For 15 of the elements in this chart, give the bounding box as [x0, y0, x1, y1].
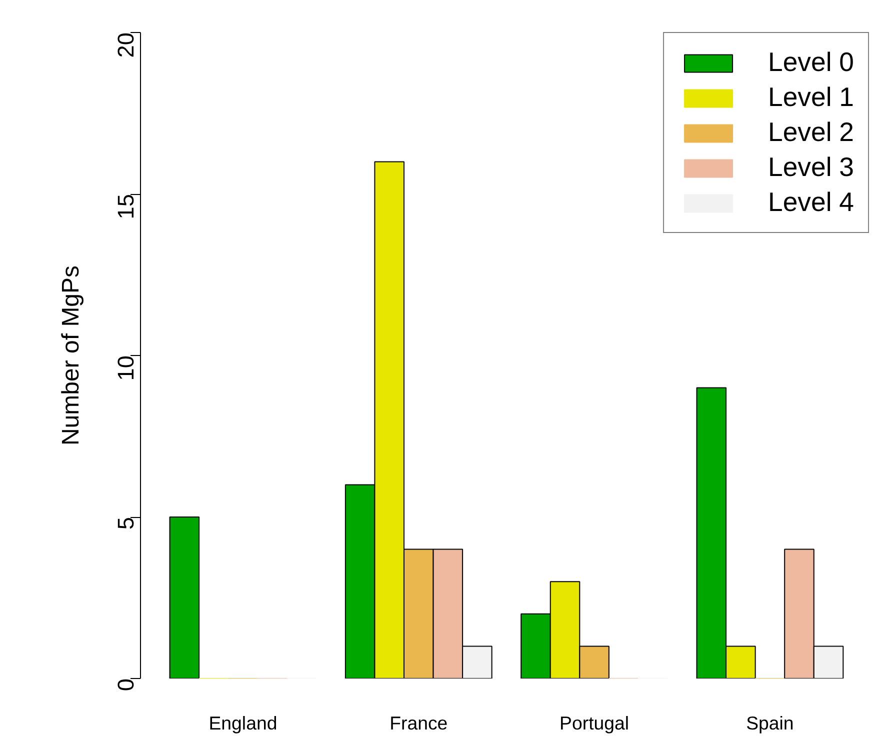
y-tick-label: 0 — [112, 678, 138, 692]
y-tick-label: 15 — [112, 194, 138, 220]
x-tick-label: England — [208, 712, 278, 734]
y-axis-title: Number of MgPs — [58, 265, 84, 446]
legend-label: Level 1 — [768, 82, 854, 113]
x-tick-label: Spain — [746, 712, 794, 734]
y-tick-label: 20 — [112, 32, 138, 58]
x-tick-label: Portugal — [560, 712, 630, 734]
x-tick-label: France — [390, 712, 448, 734]
legend-label: Level 4 — [768, 187, 854, 218]
legend-label: Level 0 — [768, 47, 854, 78]
y-tick-label: 5 — [112, 516, 138, 530]
legend-label: Level 3 — [768, 152, 854, 183]
y-tick-label: 10 — [112, 356, 138, 381]
legend-label: Level 2 — [768, 117, 854, 148]
